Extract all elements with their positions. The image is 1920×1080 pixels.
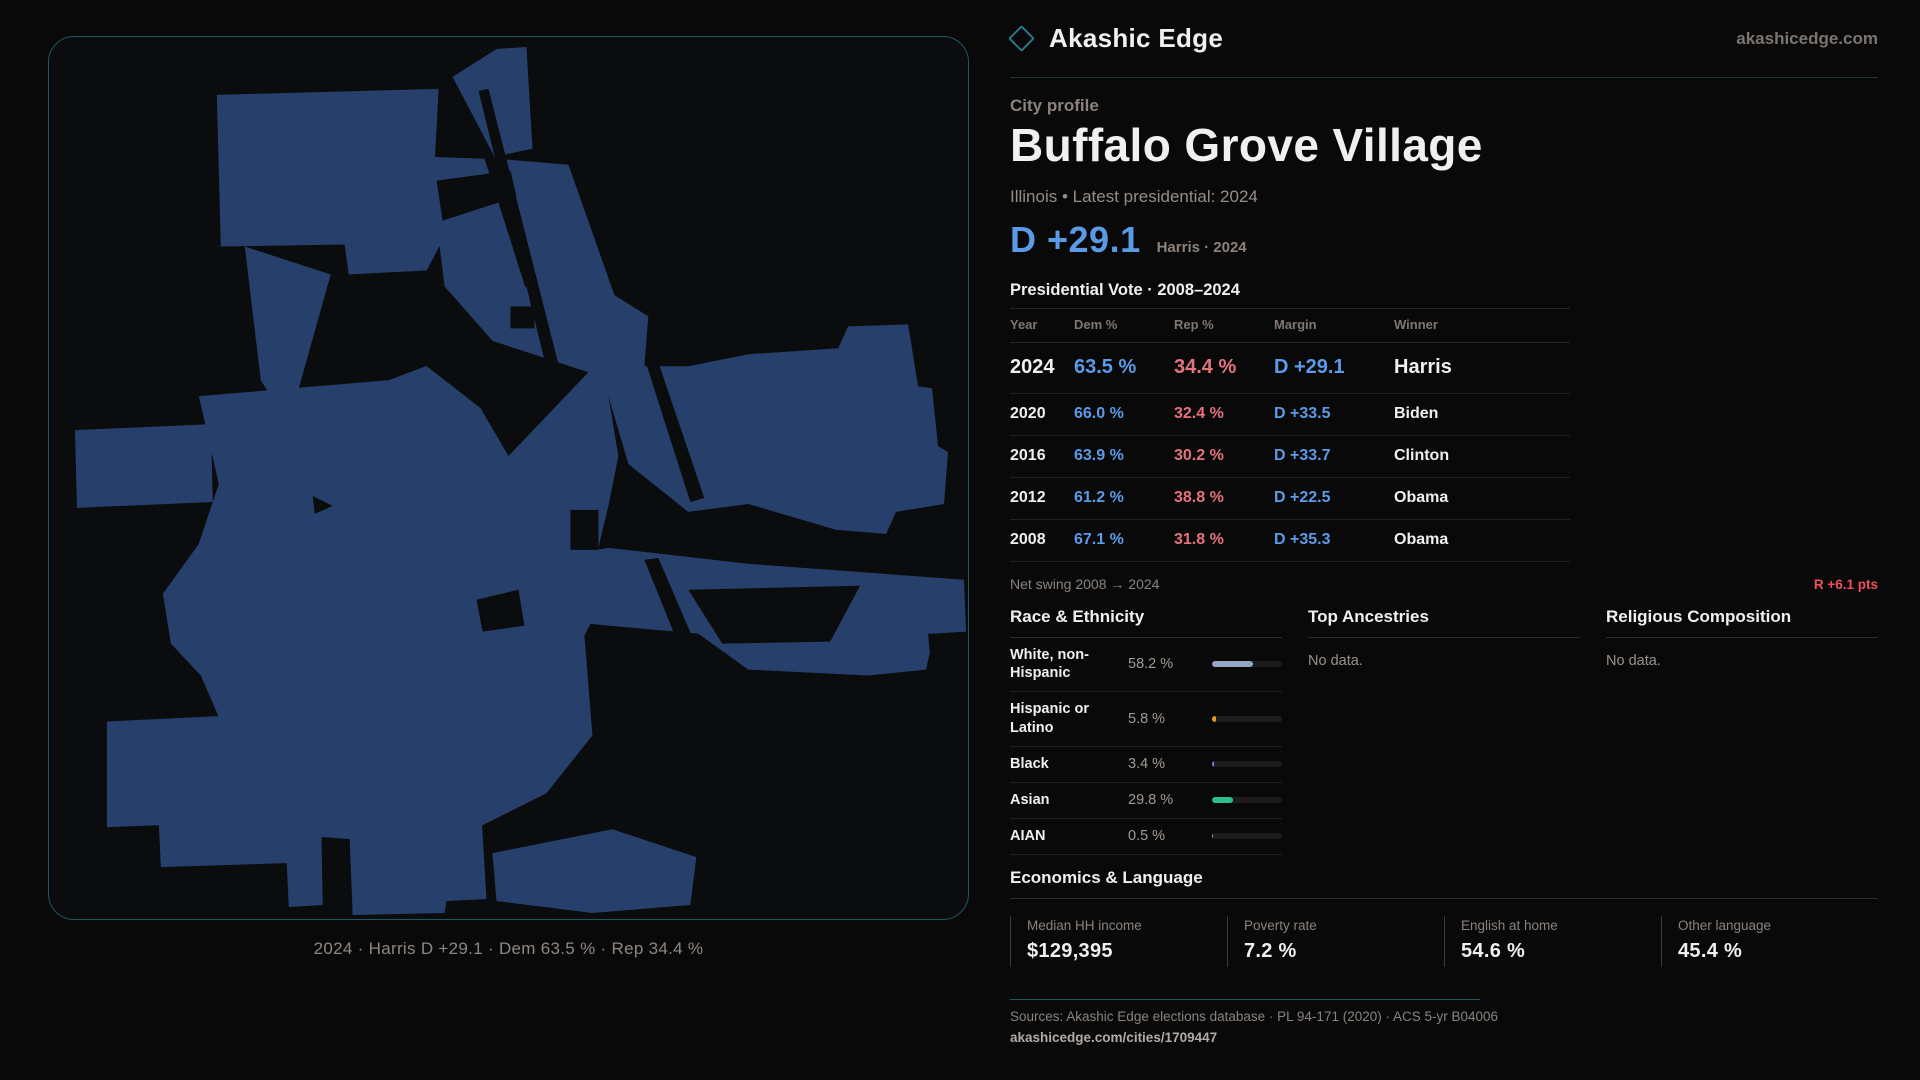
map-caption: 2024 · Harris D +29.1 · Dem 63.5 % · Rep… [313,939,704,958]
footer-divider [1010,999,1480,1000]
ancestries-empty-state: No data. [1308,652,1363,669]
ancestries-section-title: Top Ancestries [1308,607,1580,638]
headline-margin-value: D +29.1 [1010,218,1141,260]
headline-margin-detail: Harris · 2024 [1156,238,1247,256]
col-year: Year [1010,316,1038,332]
brand-domain-link[interactable]: akashicedge.com [1736,28,1878,48]
vote-table-header: Year Dem % Rep % Margin Winner [1010,307,1570,343]
table-row: 2012 61.2 % 38.8 % D +22.5 Obama [1010,478,1570,520]
net-swing-row: Net swing 2008 → 2024 R +6.1 pts [1010,562,1878,592]
table-row: 2008 67.1 % 31.8 % D +35.3 Obama [1010,520,1570,562]
race-bar [1212,661,1282,668]
table-row: 2016 63.9 % 30.2 % D +33.7 Clinton [1010,436,1570,478]
footer: Sources: Akashic Edge elections database… [1010,999,1878,1047]
stat-poverty-rate: Poverty rate 7.2 % [1227,915,1444,967]
race-row: Black 3.4 % [1010,747,1282,783]
stat-median-hh-income: Median HH income $129,395 [1010,915,1227,967]
header: Akashic Edge akashicedge.com [1008,0,1878,78]
race-row: Asian 29.8 % [1010,783,1282,819]
page-title: Buffalo Grove Village [1010,119,1483,171]
page-subtitle: Illinois • Latest presidential: 2024 [1010,186,1258,206]
religious-composition-section: Religious Composition No data. [1606,607,1878,855]
stat-english-at-home: English at home 54.6 % [1444,915,1661,967]
col-winner: Winner [1394,316,1438,332]
race-row: Hispanic or Latino 5.8 % [1010,692,1282,747]
vote-table-title: Presidential Vote · 2008–2024 [1010,280,1240,299]
sources-line: Sources: Akashic Edge elections database… [1010,1009,1499,1024]
profile-panel: Akashic Edge akashicedge.com City profil… [1008,0,1878,1080]
table-row: 2020 66.0 % 32.4 % D +33.5 Biden [1010,394,1570,436]
race-bar [1212,716,1282,723]
permalink[interactable]: akashicedge.com/cities/1709447 [1010,1030,1218,1045]
net-swing-value: R +6.1 pts [1813,576,1878,592]
race-bar [1212,833,1282,840]
race-row: AIAN 0.5 % [1010,819,1282,855]
col-rep: Rep % [1174,316,1214,332]
religion-section-title: Religious Composition [1606,607,1878,638]
race-row: White, non-Hispanic 58.2 % [1010,638,1282,693]
headline-margin: D +29.1 Harris · 2024 [1010,219,1878,261]
table-row: 2024 63.5 % 34.4 % D +29.1 Harris [1010,343,1570,394]
race-bar [1212,761,1282,768]
net-swing-label: Net swing 2008 → 2024 [1010,575,1160,592]
page-kicker: City profile [1010,96,1099,115]
vote-table: Year Dem % Rep % Margin Winner 2024 63.5… [1010,307,1570,562]
religion-empty-state: No data. [1606,652,1661,669]
city-boundary-shape [74,46,967,916]
economics-section-title: Economics & Language [1010,868,1878,899]
col-margin: Margin [1274,316,1317,332]
col-dem: Dem % [1074,316,1118,332]
top-ancestries-section: Top Ancestries No data. [1308,607,1580,855]
brand-name: Akashic Edge [1049,23,1224,53]
race-ethnicity-section: Race & Ethnicity White, non-Hispanic 58.… [1010,607,1282,855]
stat-other-language: Other language 45.4 % [1661,915,1878,967]
city-boundary-map-panel [48,36,969,920]
diamond-logo-icon [1008,25,1035,52]
race-bar [1212,797,1282,804]
race-section-title: Race & Ethnicity [1010,607,1282,638]
economics-language-section: Economics & Language Median HH income $1… [1010,868,1878,967]
